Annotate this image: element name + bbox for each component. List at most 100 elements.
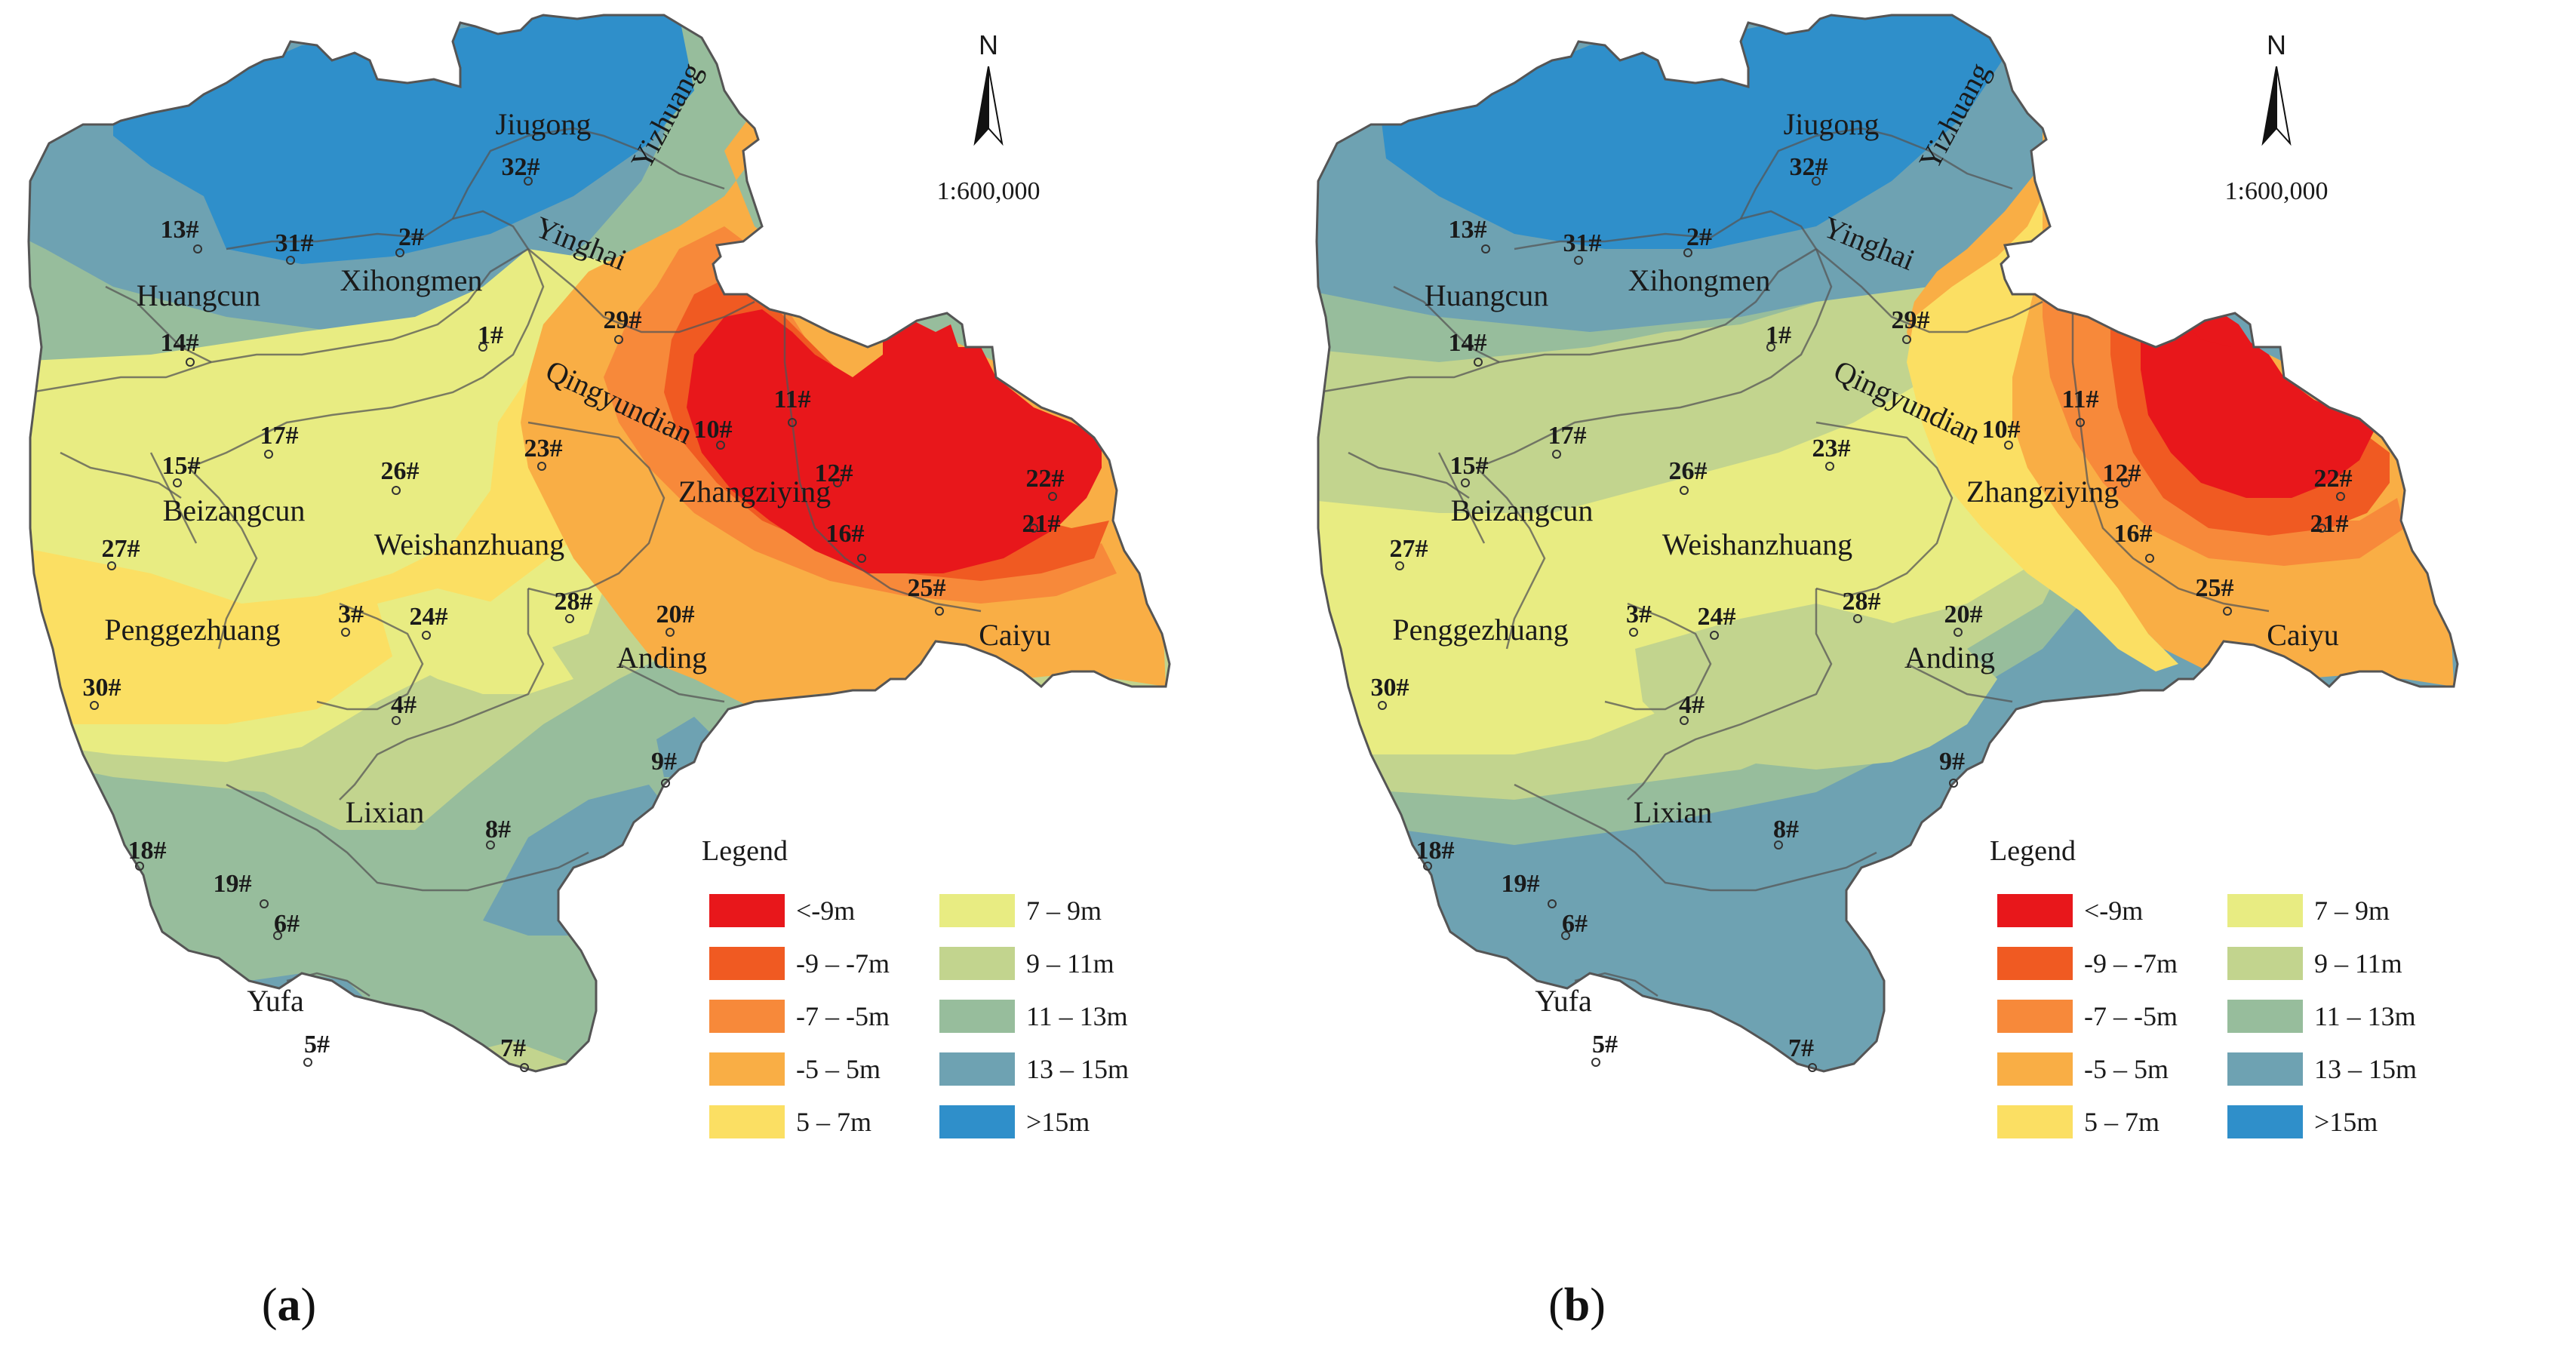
station-label: 13# bbox=[161, 216, 199, 244]
station-label: 28# bbox=[1843, 588, 1881, 616]
legend-swatch bbox=[1997, 1052, 2073, 1086]
station-marker bbox=[1029, 524, 1038, 533]
station-label: 15# bbox=[1450, 452, 1489, 480]
north-arrow-icon: N bbox=[973, 29, 1004, 146]
subdistrict-boundary bbox=[1317, 247, 1817, 394]
station-label: 20# bbox=[1944, 601, 1983, 628]
legend-title: Legend bbox=[1990, 835, 2076, 867]
station-marker bbox=[1766, 343, 1775, 352]
station-label: 6# bbox=[274, 910, 300, 938]
station-label: 13# bbox=[1449, 216, 1487, 244]
legend-label: 13 – 15m bbox=[1026, 1054, 1129, 1084]
legend-label: 9 – 11m bbox=[1026, 948, 1114, 979]
station-marker bbox=[1561, 931, 1570, 940]
contour-band-p5_7 bbox=[1907, 196, 2178, 671]
caption-a: (a) bbox=[261, 1280, 317, 1331]
legend-swatch bbox=[2227, 894, 2303, 927]
region-label-yufa: Yufa bbox=[1535, 984, 1592, 1018]
station-label: 15# bbox=[162, 452, 201, 480]
station-marker bbox=[392, 716, 401, 725]
subdistrict-boundary bbox=[1476, 467, 1546, 650]
station-marker bbox=[1574, 256, 1583, 265]
station-label: 17# bbox=[1548, 422, 1587, 450]
station-marker bbox=[1591, 1058, 1600, 1067]
station-marker bbox=[303, 1058, 312, 1067]
station-marker bbox=[1949, 779, 1958, 788]
station-label: 29# bbox=[604, 306, 642, 334]
station-marker bbox=[1853, 614, 1862, 623]
legend-swatch bbox=[1997, 1105, 2073, 1138]
station-label: 7# bbox=[500, 1034, 526, 1062]
region-label-yufa: Yufa bbox=[247, 984, 304, 1018]
station-label: 25# bbox=[2196, 574, 2234, 602]
legend-swatch bbox=[939, 947, 1015, 980]
station-label: 12# bbox=[2103, 459, 2141, 487]
region-label-penggezhuang: Penggezhuang bbox=[1392, 613, 1568, 647]
station-label: 6# bbox=[1562, 910, 1588, 938]
station-marker bbox=[1423, 862, 1432, 871]
station-marker bbox=[1825, 462, 1834, 471]
subdistrict-boundary bbox=[149, 452, 198, 544]
subdistrict-boundary bbox=[226, 210, 530, 250]
subdistrict-boundary bbox=[618, 662, 725, 703]
station-label: 25# bbox=[908, 574, 946, 602]
region-label-anding: Anding bbox=[616, 641, 707, 674]
station-marker bbox=[90, 701, 99, 710]
legend-label: -5 – 5m bbox=[796, 1054, 881, 1084]
station-marker bbox=[341, 628, 350, 637]
station-label: 23# bbox=[524, 435, 563, 462]
station-label: 4# bbox=[1679, 691, 1705, 719]
legend-label: >15m bbox=[1026, 1107, 1090, 1137]
map-panel-a: Jiugong Yizhuang Yinghai Huangcun Xihongmen Q… bbox=[27, 14, 1171, 1331]
station-label: 17# bbox=[260, 422, 299, 450]
subdistrict-boundary bbox=[1627, 588, 1833, 800]
station-label: 1# bbox=[1766, 321, 1791, 349]
north-label: N bbox=[979, 29, 998, 60]
district-outline bbox=[1315, 14, 2459, 1073]
station-label: 12# bbox=[815, 459, 853, 487]
station-label: 5# bbox=[1592, 1031, 1618, 1058]
station-label: 14# bbox=[161, 329, 199, 357]
station-label: 26# bbox=[381, 457, 420, 485]
subdistrict-boundaries bbox=[29, 127, 982, 997]
region-label-huangcun: Huangcun bbox=[137, 278, 260, 312]
station-label: 31# bbox=[275, 229, 314, 257]
contour-band-p7_9 bbox=[1317, 287, 2088, 754]
station-label: 32# bbox=[502, 153, 540, 181]
map-scale: 1:600,000 bbox=[2225, 177, 2329, 205]
map-legend: Legend <-9m -9 – -7m -7 – -5m -5 – 5m 5 – 7m 7… bbox=[702, 835, 1129, 1138]
region-label-beizangcun: Beizangcun bbox=[1451, 493, 1594, 527]
station-marker bbox=[666, 628, 675, 637]
station-label: 26# bbox=[1669, 457, 1708, 485]
station-marker bbox=[1552, 450, 1561, 459]
legend-label: 9 – 11m bbox=[2314, 948, 2402, 979]
subdistrict-boundary bbox=[2071, 309, 2270, 613]
legend-swatch bbox=[939, 894, 1015, 927]
subdistrict-boundary bbox=[1785, 851, 1877, 884]
legend-swatch bbox=[709, 947, 785, 980]
station-label: 16# bbox=[826, 520, 865, 548]
station-marker bbox=[857, 554, 866, 563]
station-label: 1# bbox=[478, 321, 503, 349]
station-marker bbox=[614, 335, 623, 344]
station-marker bbox=[565, 614, 574, 623]
station-marker bbox=[1683, 248, 1692, 257]
station-marker bbox=[2076, 418, 2085, 427]
station-label: 10# bbox=[694, 416, 733, 444]
station-marker bbox=[1629, 628, 1638, 637]
station-label: 22# bbox=[2314, 465, 2353, 493]
region-label-jiugong: Jiugong bbox=[496, 107, 592, 141]
subdistrict-boundary bbox=[339, 588, 545, 800]
station-marker bbox=[1710, 631, 1719, 640]
legend-label: >15m bbox=[2314, 1107, 2378, 1137]
station-label: 19# bbox=[1502, 870, 1540, 898]
subdistrict-boundary bbox=[1604, 602, 1712, 711]
legend-swatch bbox=[2227, 947, 2303, 980]
region-label-penggezhuang: Penggezhuang bbox=[104, 613, 280, 647]
station-label: 9# bbox=[1939, 748, 1965, 776]
station-label: 3# bbox=[338, 601, 364, 628]
region-label-xihongmen: Xihongmen bbox=[1628, 263, 1771, 297]
station-marker bbox=[2336, 492, 2345, 501]
